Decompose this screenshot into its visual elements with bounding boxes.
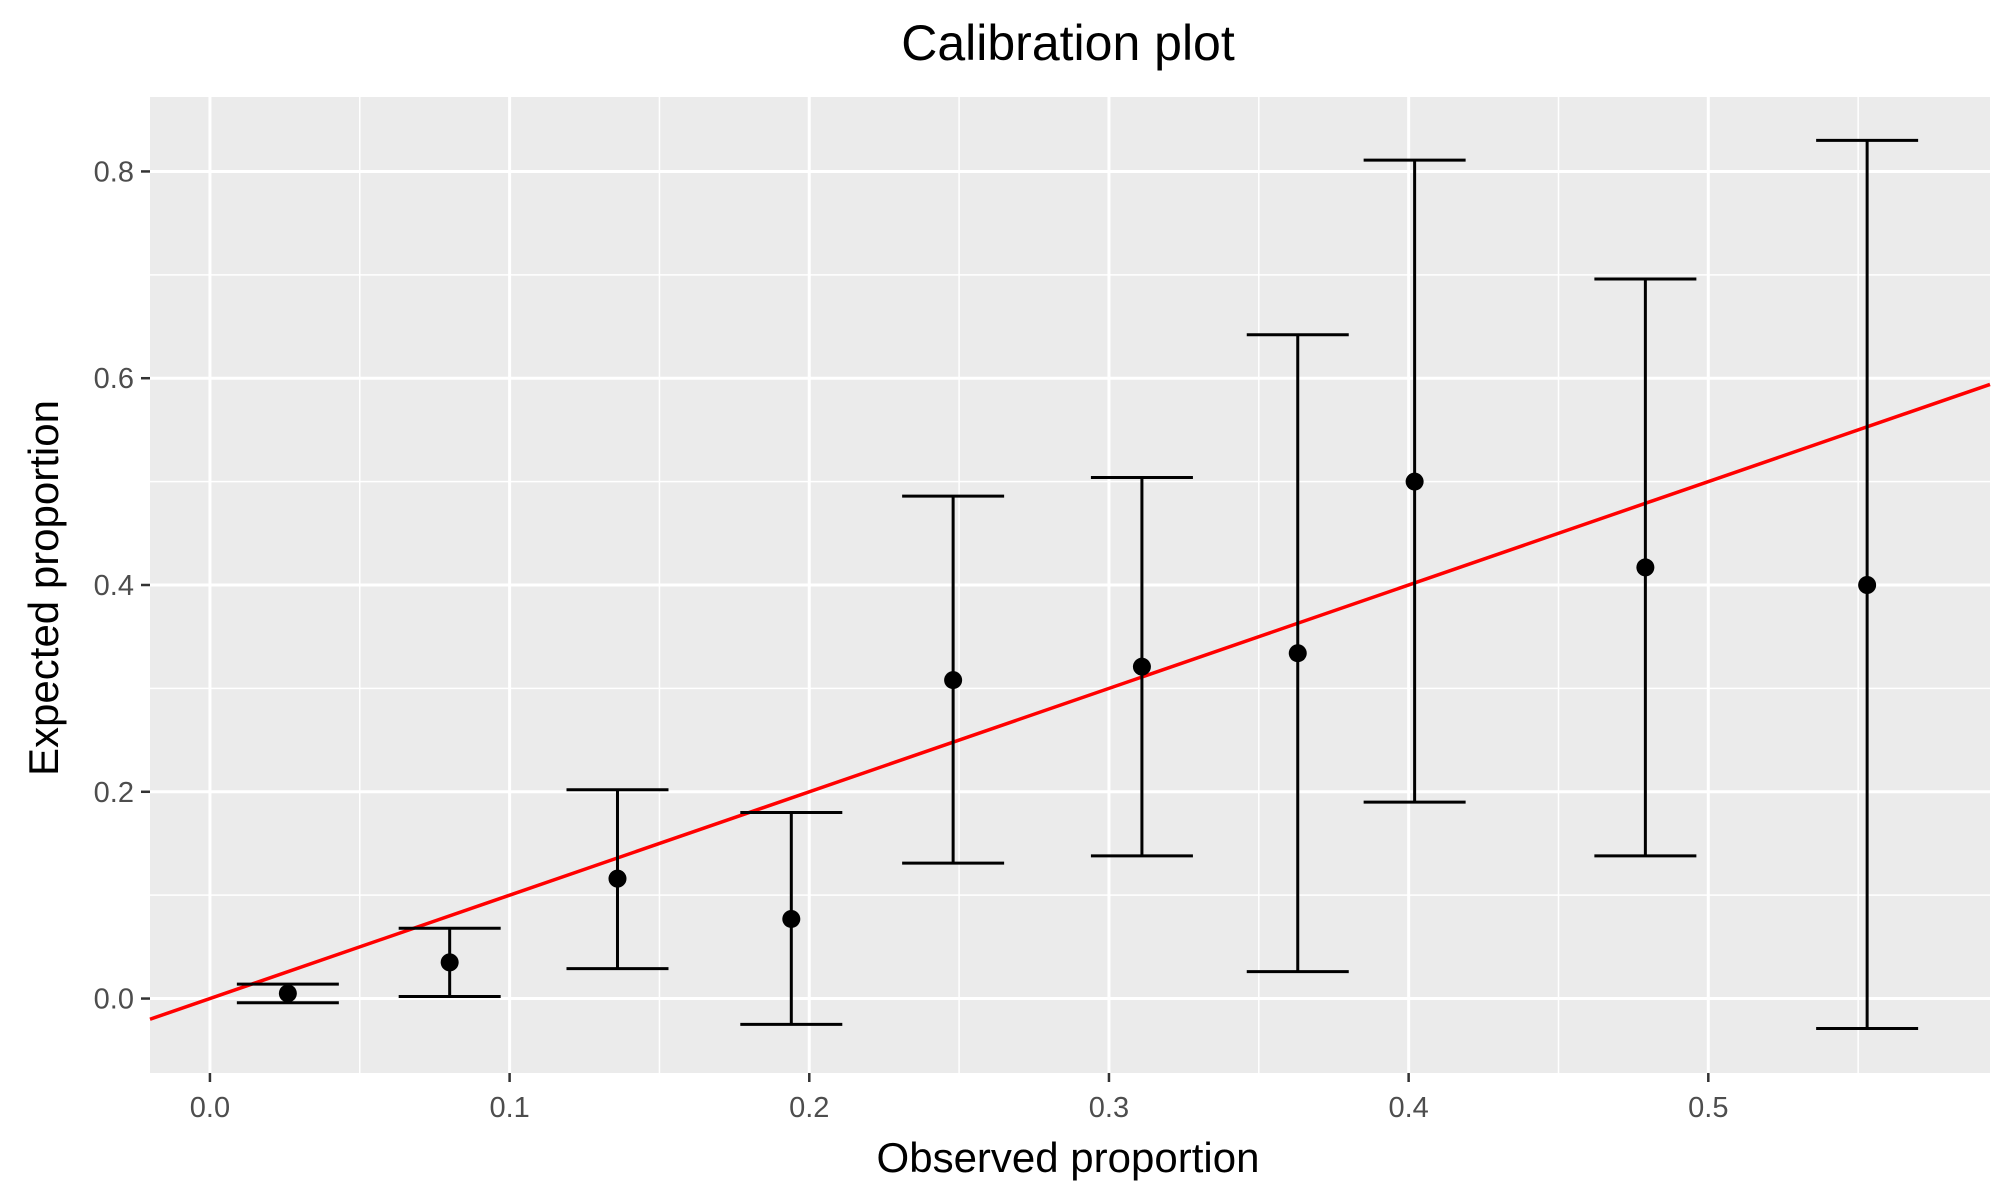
y-tick-label: 0.0: [94, 984, 134, 1016]
y-tick-label: 0.4: [94, 570, 134, 602]
data-point: [1636, 558, 1655, 577]
x-tick-label: 0.3: [1089, 1092, 1129, 1124]
x-tick-label: 0.0: [190, 1092, 230, 1124]
x-tick-label: 0.1: [489, 1092, 529, 1124]
x-axis-ticks: 0.0 0.1 0.2 0.3 0.4 0.5: [190, 1073, 1728, 1124]
data-point: [1132, 657, 1151, 676]
y-tick-label: 0.8: [94, 156, 134, 188]
data-point: [1288, 644, 1307, 663]
data-point: [440, 953, 459, 972]
y-tick-label: 0.6: [94, 363, 134, 395]
reference-line: [149, 382, 1991, 1021]
data-point: [278, 984, 297, 1003]
data-points: [278, 472, 1877, 1003]
chart-title: Calibration plot: [901, 15, 1235, 71]
data-point: [1858, 576, 1877, 594]
x-tick-label: 0.5: [1688, 1092, 1728, 1124]
x-tick-label: 0.4: [1388, 1092, 1428, 1124]
x-axis-title: Observed proportion: [877, 1134, 1260, 1181]
y-tick-label: 0.2: [94, 777, 134, 809]
data-point: [944, 671, 963, 690]
data-point: [608, 869, 627, 888]
y-axis-ticks: 0.0 0.2 0.4 0.6 0.8: [94, 156, 150, 1016]
data-point: [1405, 472, 1424, 491]
data-point: [782, 909, 801, 928]
y-axis-title: Expected proportion: [20, 400, 67, 776]
x-tick-label: 0.2: [789, 1092, 829, 1124]
